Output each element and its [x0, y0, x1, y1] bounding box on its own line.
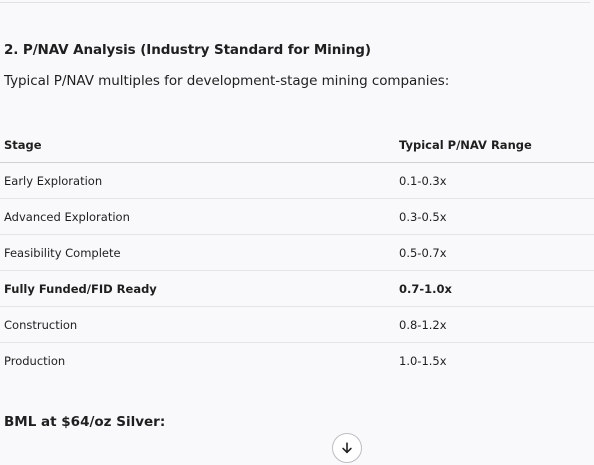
- pnav-table: Stage Typical P/NAV Range Early Explorat…: [0, 128, 594, 378]
- section-heading: 2. P/NAV Analysis (Industry Standard for…: [4, 42, 371, 58]
- subsection-heading: BML at $64/oz Silver:: [4, 414, 166, 430]
- stage-cell: Advanced Exploration: [4, 209, 130, 224]
- table-row: Construction 0.8-1.2x: [0, 307, 594, 343]
- stage-cell: Fully Funded/FID Ready: [4, 281, 157, 296]
- stage-cell: Early Exploration: [4, 173, 103, 188]
- stage-cell: Construction: [4, 317, 78, 332]
- stage-cell: Production: [4, 353, 66, 368]
- range-cell: 0.7-1.0x: [399, 281, 452, 296]
- column-header-stage: Stage: [4, 138, 42, 152]
- table-row: Advanced Exploration 0.3-0.5x: [0, 199, 594, 235]
- divider: [0, 2, 590, 3]
- range-cell: 0.8-1.2x: [399, 317, 447, 332]
- intro-paragraph: Typical P/NAV multiples for development-…: [4, 73, 450, 89]
- table-row: Production 1.0-1.5x: [0, 343, 594, 378]
- table-header-row: Stage Typical P/NAV Range: [0, 128, 594, 163]
- range-cell: 0.3-0.5x: [399, 209, 447, 224]
- arrow-down-icon: [342, 442, 352, 454]
- column-header-range: Typical P/NAV Range: [399, 138, 532, 152]
- table-row-highlighted: Fully Funded/FID Ready 0.7-1.0x: [0, 271, 594, 307]
- table-row: Feasibility Complete 0.5-0.7x: [0, 235, 594, 271]
- scroll-to-bottom-button[interactable]: [332, 433, 362, 463]
- range-cell: 0.5-0.7x: [399, 245, 447, 260]
- range-cell: 1.0-1.5x: [399, 353, 447, 368]
- stage-cell: Feasibility Complete: [4, 245, 121, 260]
- range-cell: 0.1-0.3x: [399, 173, 447, 188]
- table-row: Early Exploration 0.1-0.3x: [0, 163, 594, 199]
